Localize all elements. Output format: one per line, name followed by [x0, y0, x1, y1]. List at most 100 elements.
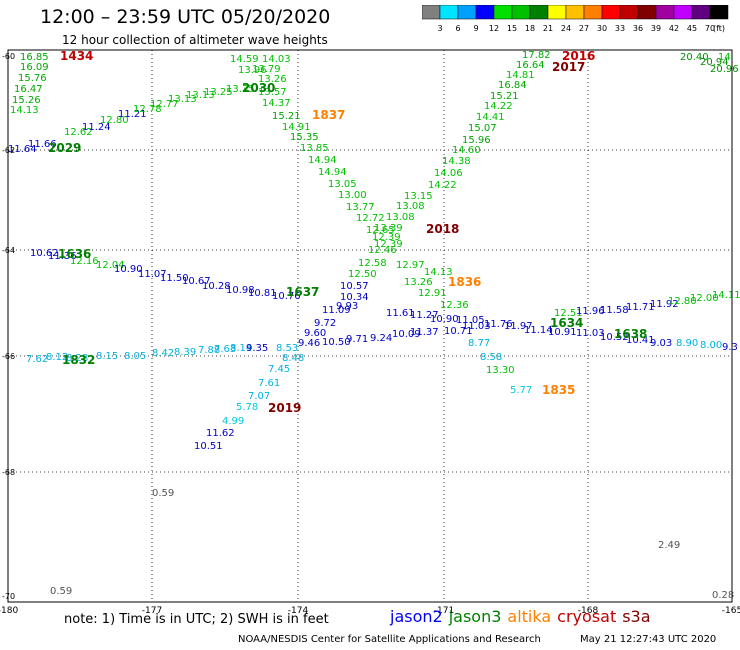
swh-value: 8.28: [66, 353, 88, 364]
lon-tick-label: -180: [0, 606, 18, 616]
swh-value: 10.09: [392, 329, 421, 340]
swh-value: 13.96: [238, 65, 267, 76]
lat-tick-label: -70: [2, 592, 15, 601]
swh-value: 9.35: [246, 343, 268, 354]
swh-value: 5.77: [510, 385, 532, 396]
swh-value: 16.09: [20, 62, 49, 73]
swh-value: 7.63: [214, 344, 236, 355]
swh-value: 10.51: [194, 441, 223, 452]
swh-value: 10.76: [272, 291, 301, 302]
swh-value: 12.91: [418, 288, 447, 299]
swh-value: 12.51: [554, 308, 583, 319]
swh-value: 13.79: [252, 64, 281, 75]
swh-value: 12.16: [70, 256, 99, 267]
swh-value: 12.72: [356, 213, 385, 224]
pass-time-label: 2029: [48, 141, 81, 155]
swh-value: 11.58: [600, 305, 629, 316]
swh-value: 8.05: [124, 351, 146, 362]
pass-time-label: 2016: [562, 49, 595, 63]
pass-time-label: 1638: [614, 327, 647, 341]
map-frame: [7, 49, 733, 603]
swh-value: 9.93: [336, 301, 358, 312]
swh-value: 11.09: [322, 305, 351, 316]
swh-value: 7.61: [258, 378, 280, 389]
swh-value: 10.62: [30, 248, 59, 259]
swh-value: 12.58: [358, 258, 387, 269]
swh-value: 12.00: [690, 293, 719, 304]
colorbar-label: 36: [633, 24, 643, 33]
swh-value: 14: [718, 52, 731, 63]
swh-value: 16.64: [516, 60, 545, 71]
swh-value: 9.72: [314, 318, 336, 329]
swh-value: 11.03: [462, 321, 491, 332]
swh-value: 12.78: [133, 104, 162, 115]
swh-value: 9.24: [370, 333, 392, 344]
swh-value: 15.76: [18, 73, 47, 84]
colorbar-swatch: [709, 5, 729, 20]
swh-value: 11.92: [650, 299, 679, 310]
swh-value: 20.94: [700, 57, 729, 68]
satellite-legend-s3a: s3a: [622, 607, 651, 626]
swh-value: 16.85: [20, 52, 49, 63]
swh-value: 11.14: [524, 325, 553, 336]
lon-tick-label: -168: [578, 606, 599, 616]
swh-value: 7.07: [248, 391, 270, 402]
colorbar-label: 18: [525, 24, 535, 33]
swh-value: 14.59: [230, 54, 259, 65]
swh-value: 12.39: [374, 239, 403, 250]
swh-value: 10.28: [202, 281, 231, 292]
swh-value: 11.36: [48, 251, 77, 262]
swh-value: 13.85: [300, 143, 329, 154]
swh-value: 10.52: [600, 332, 629, 343]
swh-value: 7.88: [198, 345, 220, 356]
satellite-legend-cryosat: cryosat: [557, 607, 617, 626]
swh-value: 14.22: [484, 101, 513, 112]
swh-value: 14.81: [506, 70, 535, 81]
swh-value: 13.13: [186, 90, 215, 101]
pass-time-label: 1832: [62, 353, 95, 367]
pass-time-label: 2030: [242, 81, 275, 95]
swh-value: 8.48: [282, 353, 304, 364]
swh-value: 16.47: [14, 84, 43, 95]
swh-value: 10.90: [430, 314, 459, 325]
swh-value: 8.15: [96, 351, 118, 362]
swh-value: 12.80: [100, 115, 129, 126]
colorbar-label: 3: [437, 24, 442, 33]
pass-time-label: 1634: [550, 316, 583, 330]
swh-value: 12.97: [396, 260, 425, 271]
colorbar-label: 6: [455, 24, 460, 33]
swh-value: 10.34: [340, 292, 369, 303]
lat-tick-label: -62: [2, 146, 15, 155]
swh-value: 10.67: [182, 276, 211, 287]
colorbar-label: 39: [651, 24, 661, 33]
swh-value: 9.71: [346, 334, 368, 345]
swh-value: 13.05: [328, 179, 357, 190]
swh-value: 13.35: [226, 84, 255, 95]
swh-value: 12.65: [366, 225, 395, 236]
swh-value: 13.13: [168, 94, 197, 105]
swh-value: 8.00: [700, 340, 722, 351]
generated-timestamp: May 21 12:27:43 UTC 2020: [580, 634, 717, 645]
swh-value: 13.26: [258, 74, 287, 85]
swh-value: 11.66: [28, 139, 57, 150]
swh-value: 20.96: [710, 64, 739, 75]
swh-value: 10.50: [322, 337, 351, 348]
swh-value: 16.84: [498, 80, 527, 91]
swh-value: 12.77: [150, 99, 179, 110]
swh-value: 12.46: [368, 245, 397, 256]
colorbar-label: 70: [705, 24, 715, 33]
swh-value: 14.37: [262, 98, 291, 109]
swh-value: 8.58: [480, 352, 502, 363]
swh-value: 15.21: [490, 91, 519, 102]
swh-value: 11.50: [160, 273, 189, 284]
lat-tick-label: -60: [2, 52, 15, 61]
swh-value: 11.03: [576, 328, 605, 339]
swh-value: 15.35: [290, 132, 319, 143]
swh-value: 15.26: [12, 95, 41, 106]
satellite-legend-jason2: jason2: [390, 607, 443, 626]
swh-value: 14.91: [282, 122, 311, 133]
swh-value: 8.12: [46, 352, 68, 363]
swh-value: 11.07: [138, 269, 167, 280]
swh-value: 11.61: [386, 308, 415, 319]
swh-value: 11.96: [576, 306, 605, 317]
